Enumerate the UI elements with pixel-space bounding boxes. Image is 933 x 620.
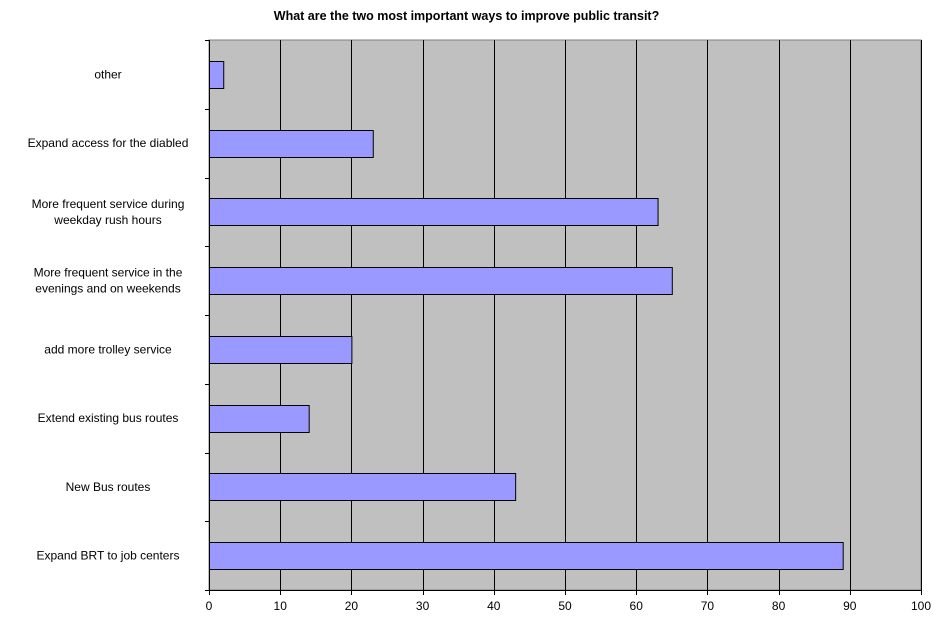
category-label-7: Expand BRT to job centers [37,549,180,563]
category-label-1: Expand access for the diabled [28,136,189,150]
bar-1 [209,130,374,158]
category-label-6: New Bus routes [66,480,151,494]
x-tick-label-70: 70 [701,599,715,613]
x-tick-label-30: 30 [416,599,430,613]
category-label-0: other [94,67,121,81]
x-tick-label-60: 60 [630,599,644,613]
x-tick-label-40: 40 [487,599,501,613]
bar-2 [209,198,659,226]
category-label-2: More frequent service during weekday rush… [32,197,185,227]
chart-title: What are the two most important ways to … [273,9,660,23]
x-tick-label-100: 100 [911,599,931,613]
category-label-5: Extend existing bus routes [38,411,179,425]
category-label-3: More frequent service in the evenings and… [34,266,183,296]
bar-0 [209,61,225,89]
bar-5 [209,405,310,433]
x-tick-label-50: 50 [558,599,572,613]
category-labels: other Expand access for the diabled More f… [28,67,189,562]
bar-7 [209,542,844,570]
bar-3 [209,267,673,295]
x-tick-label-0: 0 [206,599,213,613]
category-label-4: add more trolley service [44,342,172,356]
bar-6 [209,473,517,501]
x-tick-label-10: 10 [274,599,288,613]
bars [209,61,844,570]
x-tick-label-90: 90 [843,599,857,613]
x-tick-label-80: 80 [772,599,786,613]
x-axis-ticks: 0 10 20 30 40 50 60 70 80 90 100 [206,590,931,613]
bar-4 [209,336,353,364]
x-tick-label-20: 20 [345,599,359,613]
